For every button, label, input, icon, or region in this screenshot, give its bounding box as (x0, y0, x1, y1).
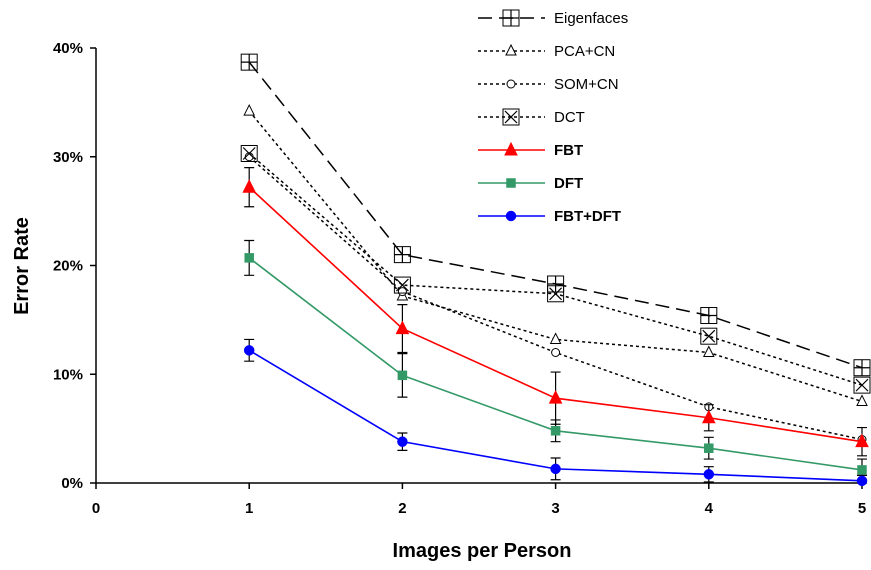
data-point-plus (854, 359, 870, 376)
data-point-box (547, 285, 565, 303)
y-tick-label: 30% (53, 149, 83, 166)
data-point-x (504, 110, 518, 124)
data-point-circle (856, 475, 868, 487)
legend-label: FBT+DFT (554, 208, 621, 225)
series-fbt-dft (243, 338, 868, 487)
y-tick-label: 10% (53, 366, 83, 383)
data-point-circle (550, 463, 561, 475)
data-point-plus (700, 307, 717, 324)
data-point-triangle (242, 179, 257, 193)
data-point-circle (397, 436, 408, 447)
legend: Eigenfaces PCA+CN SOM+CN DCT FBT DFT FBT+DFT (478, 9, 628, 225)
legend-label: PCA+CN (554, 43, 615, 60)
data-point-square (857, 465, 867, 475)
ticks: 0 1 2 3 4 5 0% 10% 20% 30% 40% (53, 40, 866, 517)
data-point-triangle (856, 394, 868, 406)
series-dct (240, 144, 871, 394)
series-eigenfaces (240, 53, 871, 377)
data-point-triangle (701, 409, 716, 424)
data-point-plus (503, 10, 519, 26)
series-dft (244, 239, 867, 482)
axes (95, 48, 862, 484)
data-point-square (397, 370, 408, 381)
data-point-triangle (395, 320, 410, 335)
data-point-circle (505, 210, 517, 222)
data-point-box (853, 376, 871, 394)
x-tick-label: 0 (92, 500, 100, 517)
data-point-circle (506, 79, 516, 89)
data-point-x (702, 329, 716, 343)
data-point-square (244, 253, 254, 263)
legend-item-eigenfaces: Eigenfaces (478, 9, 628, 27)
data-point-plus (394, 246, 411, 263)
data-point-circle (703, 469, 715, 480)
x-tick-label: 4 (705, 500, 714, 517)
series-layer (240, 53, 871, 487)
data-point-triangle (702, 345, 715, 357)
data-point-square (550, 426, 561, 436)
legend-item-fbt-dft: FBT+DFT (478, 208, 621, 225)
x-tick-label: 3 (551, 500, 559, 517)
data-point-circle (397, 287, 407, 297)
data-point-triangle (548, 390, 563, 404)
data-point-circle (243, 345, 255, 356)
data-point-square (704, 443, 714, 453)
data-point-plus (547, 275, 564, 292)
x-axis-title: Images per Person (393, 540, 572, 562)
legend-item-som-cn: SOM+CN (478, 76, 619, 93)
legend-item-dft: DFT (478, 175, 583, 192)
series-fbt (242, 167, 869, 457)
x-tick-label: 2 (398, 500, 406, 517)
data-point-plus (241, 54, 258, 71)
data-point-box (700, 327, 718, 345)
data-point-box (393, 276, 411, 294)
data-point-x (855, 378, 869, 392)
data-point-circle (551, 348, 561, 357)
legend-label: DCT (554, 109, 585, 126)
y-tick-label: 0% (61, 475, 83, 492)
y-axis-title: Error Rate (11, 217, 33, 315)
y-tick-label: 40% (53, 40, 83, 57)
x-tick-label: 1 (245, 500, 253, 517)
legend-label: FBT (554, 142, 583, 159)
legend-label: SOM+CN (554, 76, 619, 93)
data-point-box (240, 144, 258, 162)
data-point-x (395, 278, 409, 292)
legend-item-pca-cn: PCA+CN (478, 43, 615, 60)
data-point-triangle (243, 103, 256, 116)
data-point-box (502, 108, 520, 126)
legend-item-dct: DCT (478, 108, 585, 126)
x-tick-label: 5 (858, 500, 866, 517)
data-point-triangle (549, 332, 562, 344)
series-pca-cn (243, 103, 868, 406)
data-point-triangle (855, 433, 869, 448)
y-tick-label: 20% (53, 258, 83, 275)
data-point-x (549, 287, 563, 301)
data-point-triangle (504, 141, 518, 156)
data-point-triangle (505, 43, 517, 56)
data-point-x (242, 147, 256, 160)
legend-item-fbt: FBT (478, 141, 583, 159)
legend-label: DFT (554, 175, 583, 192)
series-line (248, 110, 863, 403)
data-point-square (506, 178, 516, 188)
legend-label: Eigenfaces (554, 10, 628, 27)
